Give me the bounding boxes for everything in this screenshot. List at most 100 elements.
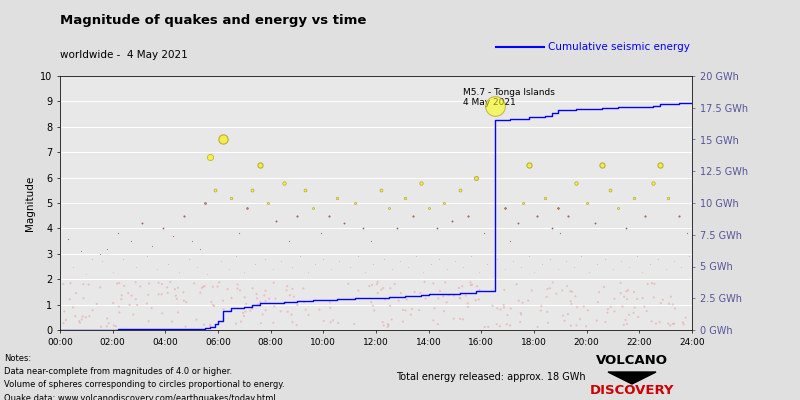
Point xyxy=(82,281,95,288)
Point xyxy=(561,283,574,289)
Point xyxy=(414,180,427,186)
Point xyxy=(106,300,119,306)
Point xyxy=(259,307,272,314)
Point xyxy=(454,316,466,322)
Point xyxy=(526,287,538,294)
Point xyxy=(69,313,82,319)
Point xyxy=(254,299,266,305)
Point xyxy=(470,174,482,181)
Point xyxy=(76,313,89,320)
Point xyxy=(431,321,444,328)
Point xyxy=(135,220,148,226)
Point xyxy=(522,253,535,260)
Text: Magnitude of quakes and energy vs time: Magnitude of quakes and energy vs time xyxy=(60,14,366,27)
Point xyxy=(662,320,674,327)
Point xyxy=(522,162,535,168)
Point xyxy=(368,307,381,314)
Point xyxy=(241,205,254,211)
Point xyxy=(217,298,230,304)
Point xyxy=(57,320,70,326)
Point xyxy=(446,218,458,224)
Point xyxy=(654,162,667,168)
Point xyxy=(351,253,364,260)
Text: worldwide -  4 May 2021: worldwide - 4 May 2021 xyxy=(60,50,188,60)
Point xyxy=(538,195,551,201)
Point xyxy=(582,307,594,314)
Point xyxy=(240,300,253,307)
Point xyxy=(622,263,635,270)
Text: DISCOVERY: DISCOVERY xyxy=(590,384,674,397)
Point xyxy=(504,305,517,312)
Point xyxy=(562,311,574,317)
Point xyxy=(454,294,466,301)
Point xyxy=(332,320,345,326)
Point xyxy=(472,268,485,275)
Point xyxy=(250,291,263,297)
Point xyxy=(433,256,446,262)
Point xyxy=(294,253,306,260)
Point xyxy=(490,321,503,327)
Point xyxy=(454,187,466,194)
Point xyxy=(551,205,564,211)
Point xyxy=(172,268,185,275)
Point xyxy=(491,305,504,312)
Point xyxy=(620,225,633,232)
Point xyxy=(570,322,583,328)
Point xyxy=(650,320,662,327)
Point xyxy=(130,296,142,302)
Point xyxy=(166,318,178,325)
Point xyxy=(666,321,679,327)
Point xyxy=(96,258,109,265)
Point xyxy=(437,293,450,299)
Point xyxy=(462,300,474,306)
Point xyxy=(170,292,182,299)
Point xyxy=(58,308,70,315)
Point xyxy=(559,258,572,265)
Point xyxy=(608,296,621,302)
Point xyxy=(604,187,617,194)
Point xyxy=(599,319,612,325)
Point xyxy=(456,283,469,289)
Point xyxy=(534,307,547,314)
Point xyxy=(343,263,356,270)
Point xyxy=(246,285,259,292)
Point xyxy=(590,261,603,267)
Point xyxy=(270,218,282,224)
Point xyxy=(206,284,219,290)
Point xyxy=(151,266,164,272)
Point xyxy=(94,324,107,330)
Point xyxy=(145,305,158,311)
Point xyxy=(330,195,343,201)
Point xyxy=(280,287,293,294)
Point xyxy=(540,294,553,300)
Point xyxy=(441,266,454,272)
Point xyxy=(556,287,569,294)
Point xyxy=(490,256,503,262)
Point xyxy=(238,268,250,275)
Point xyxy=(453,285,466,291)
Point xyxy=(678,321,690,328)
Point xyxy=(130,263,142,270)
Point xyxy=(378,296,391,303)
Point xyxy=(146,243,158,249)
Point xyxy=(376,319,389,325)
Point xyxy=(259,298,272,304)
Point xyxy=(73,318,86,324)
Point xyxy=(588,220,601,226)
Point xyxy=(504,322,517,328)
Point xyxy=(397,318,410,325)
Point xyxy=(100,323,113,330)
Point xyxy=(306,205,319,211)
Point xyxy=(488,103,501,110)
Point xyxy=(541,309,554,315)
Point xyxy=(427,280,440,287)
Point xyxy=(662,300,675,307)
Point xyxy=(643,261,656,267)
Point xyxy=(439,279,452,286)
Point xyxy=(398,195,411,201)
Point xyxy=(156,310,169,316)
Point xyxy=(419,295,432,302)
Point xyxy=(267,280,280,286)
Point xyxy=(392,298,405,304)
Point xyxy=(627,310,640,316)
